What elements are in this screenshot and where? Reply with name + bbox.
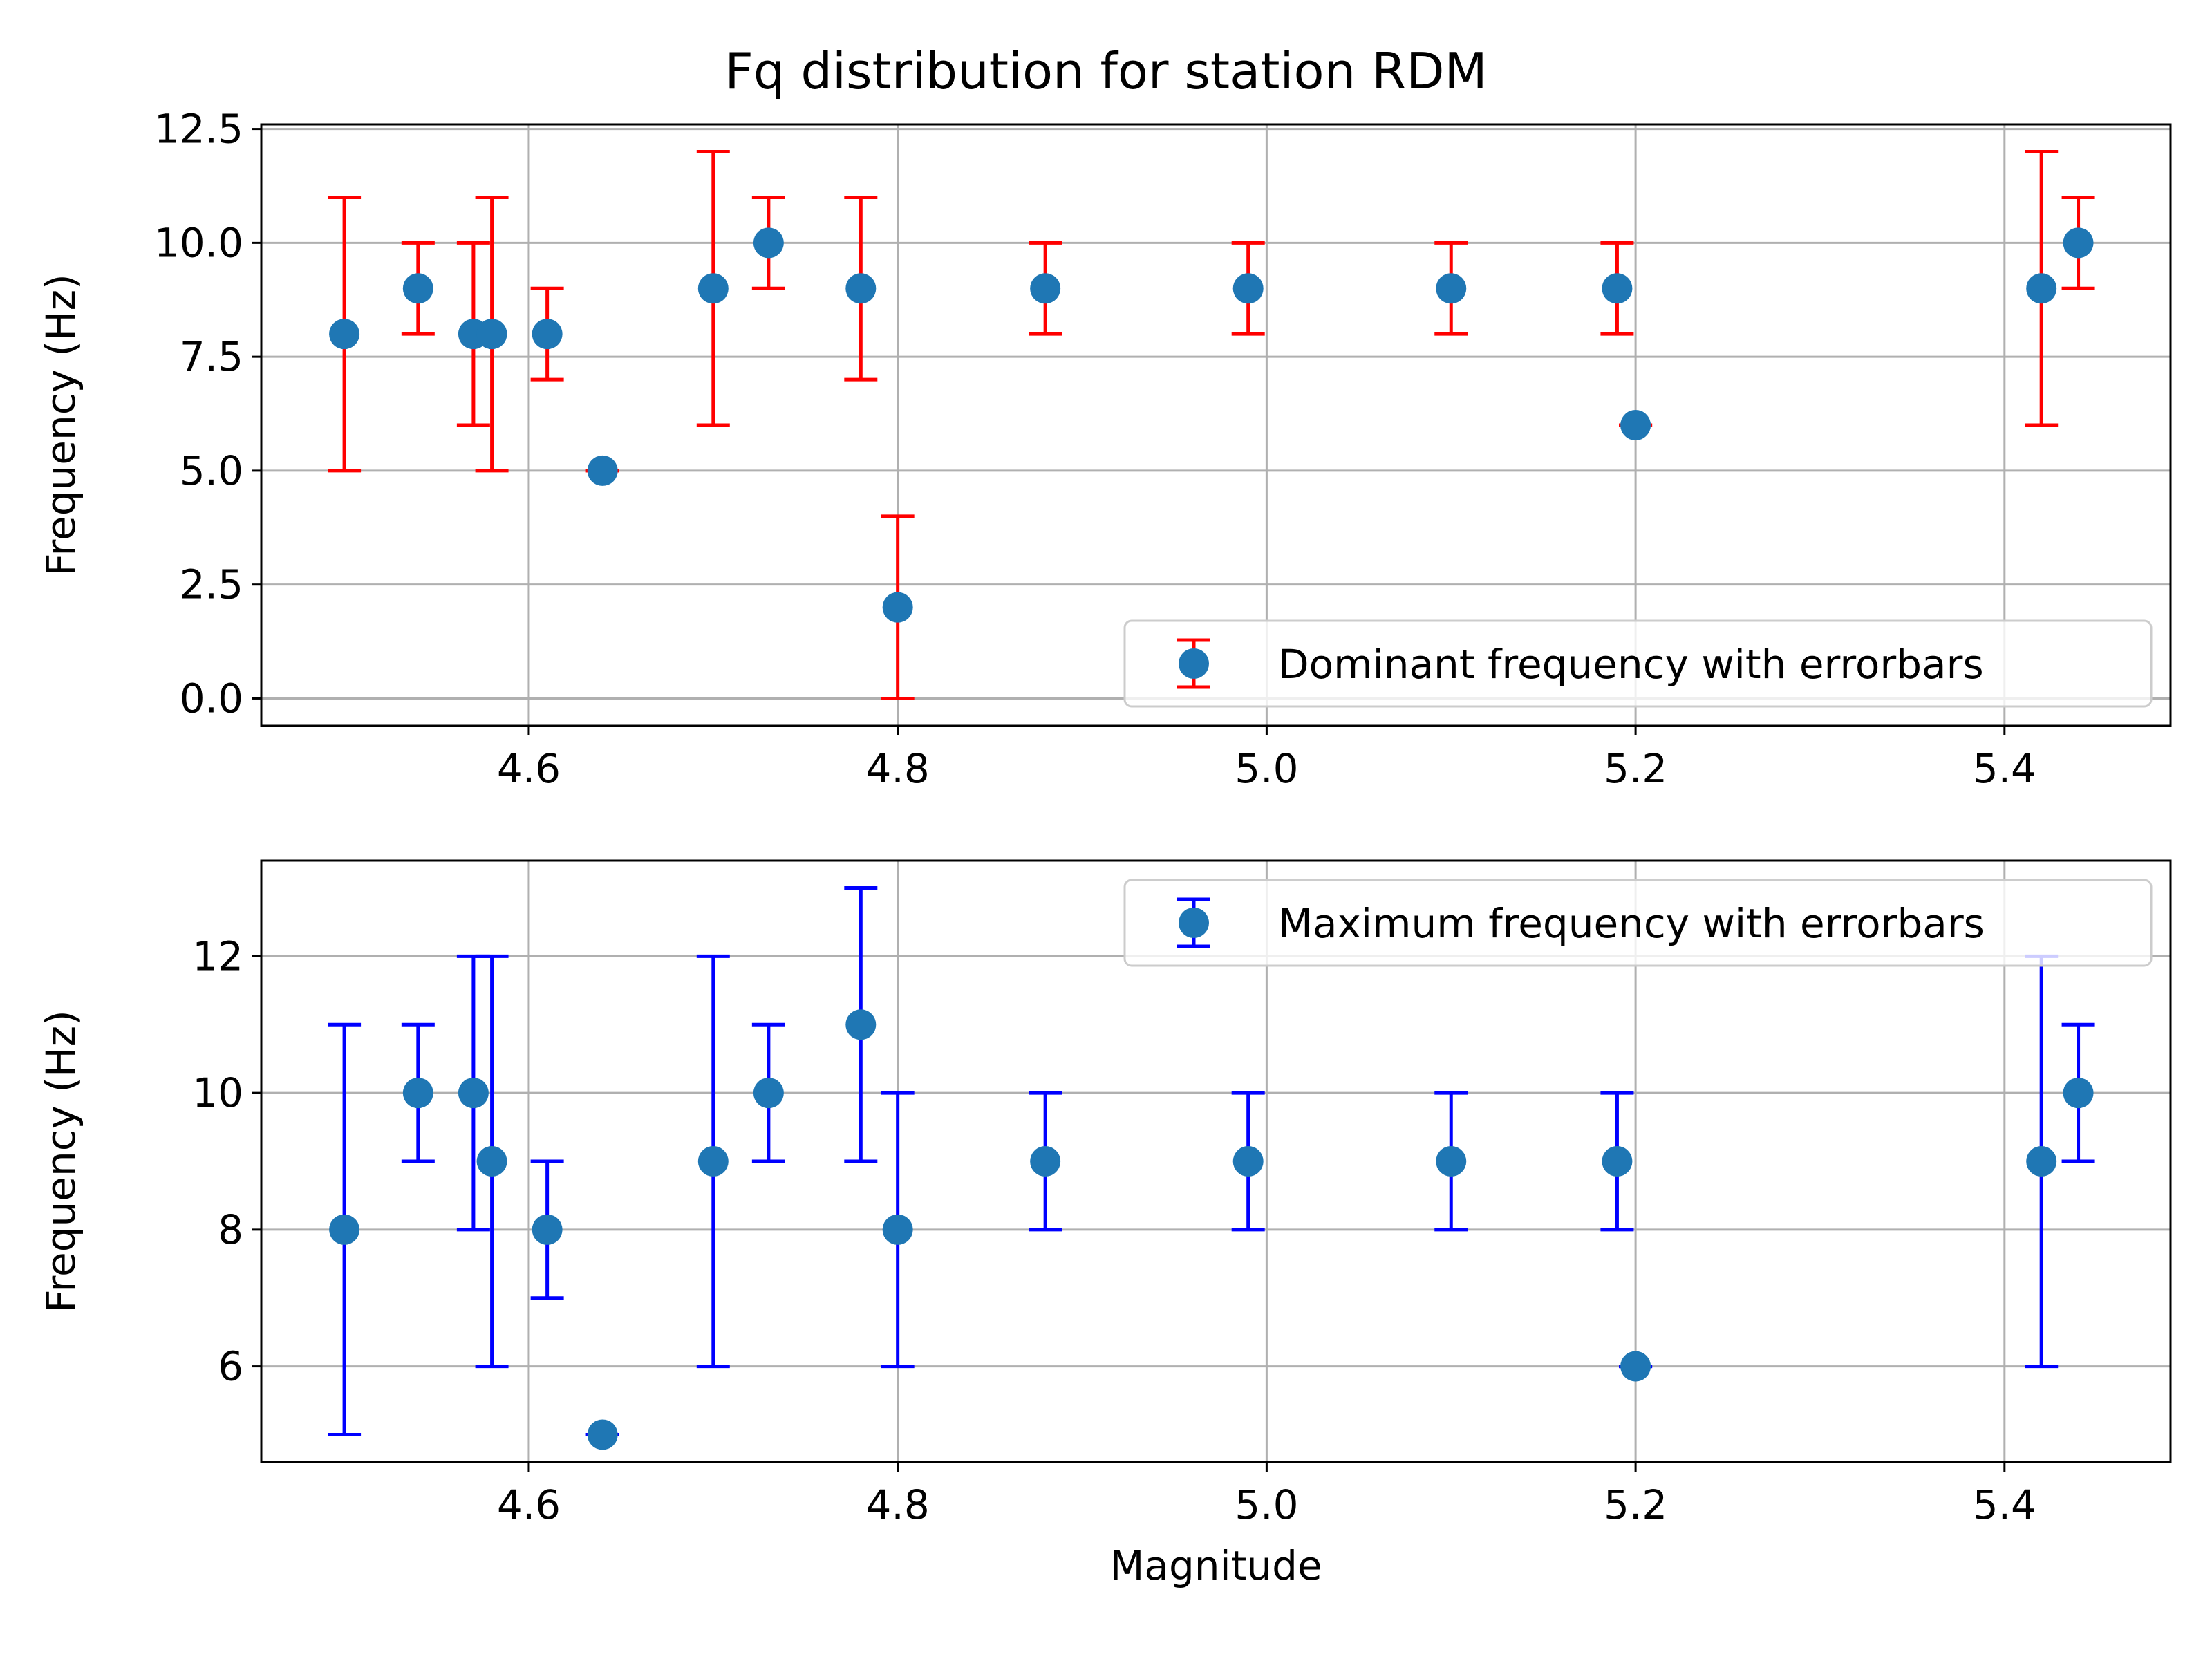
- series: [328, 150, 2095, 700]
- data-point: [753, 227, 784, 259]
- legend-label: Dominant frequency with errorbars: [1278, 641, 1984, 688]
- legend-label: Maximum frequency with errorbars: [1278, 900, 1985, 947]
- x-tick-label: 5.4: [1973, 745, 2036, 792]
- data-point: [587, 455, 618, 486]
- data-point: [1436, 1146, 1467, 1177]
- y-axis-label: Frequency (Hz): [37, 1010, 84, 1312]
- y-tick-label: 7.5: [180, 333, 243, 380]
- x-tick-label: 5.2: [1604, 745, 1667, 792]
- data-point: [697, 1146, 729, 1177]
- data-point: [458, 1078, 489, 1109]
- data-point: [1030, 1146, 1061, 1177]
- y-tick-label: 12: [192, 932, 243, 980]
- legend-box: [1123, 879, 2153, 967]
- x-tick-label: 4.8: [866, 1481, 930, 1528]
- x-tick-label: 5.2: [1604, 1481, 1667, 1528]
- data-point: [2063, 1078, 2094, 1109]
- data-point: [532, 319, 563, 350]
- x-tick-label: 5.0: [1235, 745, 1298, 792]
- maximum-frequency-panel: 4.6 4.8 5.0 5.2 5.4 6 8 10 12 Frequency (Hz) Magni…: [37, 859, 2172, 1589]
- data-point: [697, 273, 729, 304]
- data-point: [2026, 273, 2057, 304]
- axes-frame: [260, 123, 2172, 727]
- data-point: [329, 1214, 360, 1245]
- x-tick-label: 4.6: [497, 1481, 561, 1528]
- legend-marker: [1179, 908, 1209, 938]
- dominant-frequency-panel: 4.6 4.8 5.0 5.2 5.4 0.0 2.5 5.0 7.5 10.0 12.5 Frequ…: [37, 106, 2172, 792]
- legend: Dominant frequency with errorbars: [1123, 619, 2153, 708]
- legend-box: [1123, 619, 2153, 708]
- data-point: [2026, 1146, 2057, 1177]
- data-point: [1232, 273, 1264, 304]
- data-point: [1030, 273, 1061, 304]
- data-point: [476, 319, 507, 350]
- data-point: [1232, 1146, 1264, 1177]
- x-tick-label: 4.6: [497, 745, 561, 792]
- x-tick-label: 4.8: [866, 745, 930, 792]
- data-point: [329, 319, 360, 350]
- data-point: [882, 592, 913, 623]
- data-point: [402, 273, 433, 304]
- data-point: [587, 1419, 618, 1450]
- legend-marker: [1179, 648, 1209, 679]
- y-tick-label: 10: [192, 1069, 243, 1116]
- data-point: [1602, 273, 1633, 304]
- x-tick-label: 5.0: [1235, 1481, 1298, 1528]
- axes-frame: [260, 859, 2172, 1463]
- data-point: [1620, 1351, 1651, 1382]
- y-tick-label: 6: [218, 1343, 243, 1390]
- legend: Maximum frequency with errorbars: [1123, 879, 2153, 967]
- series: [328, 886, 2095, 1450]
- data-point: [476, 1146, 507, 1177]
- data-point: [532, 1214, 563, 1245]
- y-tick-label: 2.5: [180, 561, 243, 608]
- x-axis-label: Magnitude: [1109, 1542, 1322, 1589]
- data-point: [2063, 227, 2094, 259]
- data-point: [845, 273, 877, 304]
- y-tick-label: 12.5: [154, 106, 243, 153]
- y-axis-label: Frequency (Hz): [37, 274, 84, 576]
- figure-title: Fq distribution for station RDM: [724, 42, 1487, 100]
- data-point: [753, 1078, 784, 1109]
- data-point: [1436, 273, 1467, 304]
- data-point: [1620, 410, 1651, 440]
- y-tick-label: 0.0: [180, 675, 243, 722]
- y-tick-label: 8: [218, 1206, 243, 1253]
- data-point: [845, 1009, 877, 1040]
- data-point: [1602, 1146, 1633, 1177]
- x-tick-label: 5.4: [1973, 1481, 2036, 1528]
- y-tick-label: 5.0: [180, 447, 243, 494]
- y-tick-label: 10.0: [154, 219, 243, 266]
- data-point: [882, 1214, 913, 1245]
- data-point: [402, 1078, 433, 1109]
